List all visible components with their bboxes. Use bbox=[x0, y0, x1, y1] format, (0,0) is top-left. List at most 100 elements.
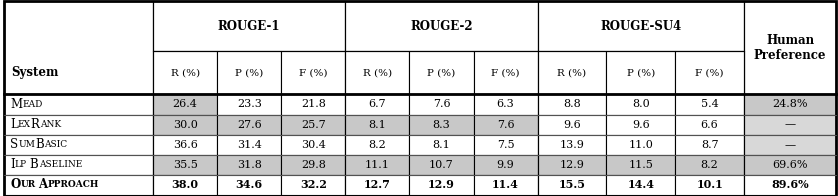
Bar bbox=[410, 51, 473, 94]
Bar bbox=[744, 1, 836, 94]
Text: —: — bbox=[784, 140, 796, 150]
Text: —: — bbox=[784, 120, 796, 130]
Text: 8.2: 8.2 bbox=[369, 140, 386, 150]
Bar bbox=[345, 135, 410, 155]
Text: P (%): P (%) bbox=[627, 68, 655, 77]
Bar bbox=[282, 175, 345, 195]
Text: 89.6%: 89.6% bbox=[771, 180, 809, 191]
Text: EAD: EAD bbox=[22, 100, 43, 109]
Bar bbox=[675, 51, 744, 94]
Bar bbox=[282, 155, 345, 175]
Text: B: B bbox=[30, 158, 39, 171]
Bar bbox=[153, 1, 345, 51]
Bar bbox=[153, 155, 217, 175]
Bar bbox=[473, 114, 538, 135]
Text: UM: UM bbox=[18, 140, 35, 149]
Text: 12.9: 12.9 bbox=[428, 180, 455, 191]
Bar bbox=[473, 51, 538, 94]
Bar bbox=[4, 175, 153, 195]
Bar bbox=[744, 155, 836, 175]
Text: 6.6: 6.6 bbox=[701, 120, 718, 130]
Bar bbox=[217, 51, 282, 94]
Text: 7.5: 7.5 bbox=[497, 140, 515, 150]
Bar bbox=[345, 94, 410, 114]
Text: S: S bbox=[10, 138, 18, 151]
Bar bbox=[744, 135, 836, 155]
Bar bbox=[153, 51, 217, 94]
Bar bbox=[473, 155, 538, 175]
Text: System: System bbox=[11, 66, 59, 79]
Bar bbox=[345, 114, 410, 135]
Text: 10.7: 10.7 bbox=[429, 160, 454, 170]
Text: 27.6: 27.6 bbox=[237, 120, 261, 130]
Bar bbox=[217, 114, 282, 135]
Bar bbox=[345, 155, 410, 175]
Text: P (%): P (%) bbox=[235, 68, 263, 77]
Text: 9.6: 9.6 bbox=[563, 120, 581, 130]
Bar bbox=[538, 155, 607, 175]
Text: L: L bbox=[10, 118, 18, 131]
Text: M: M bbox=[10, 98, 22, 111]
Bar bbox=[4, 135, 153, 155]
Bar bbox=[345, 175, 410, 195]
Bar bbox=[675, 94, 744, 114]
Text: R (%): R (%) bbox=[363, 68, 392, 77]
Text: 8.0: 8.0 bbox=[632, 99, 649, 110]
Bar bbox=[153, 114, 217, 135]
Bar bbox=[282, 51, 345, 94]
Bar bbox=[675, 155, 744, 175]
Text: R (%): R (%) bbox=[557, 68, 587, 77]
Text: 29.8: 29.8 bbox=[301, 160, 326, 170]
Text: 31.8: 31.8 bbox=[237, 160, 261, 170]
Text: 12.7: 12.7 bbox=[364, 180, 391, 191]
Bar bbox=[473, 135, 538, 155]
Bar bbox=[410, 114, 473, 135]
Bar bbox=[538, 94, 607, 114]
Bar bbox=[153, 94, 217, 114]
Text: 6.7: 6.7 bbox=[369, 99, 386, 110]
Text: LP: LP bbox=[15, 160, 27, 169]
Text: 8.2: 8.2 bbox=[701, 160, 718, 170]
Bar bbox=[345, 1, 538, 51]
Bar bbox=[538, 114, 607, 135]
Bar bbox=[538, 1, 744, 51]
Bar bbox=[410, 94, 473, 114]
Bar bbox=[4, 155, 153, 175]
Bar bbox=[217, 94, 282, 114]
Text: 5.4: 5.4 bbox=[701, 99, 718, 110]
Text: 14.4: 14.4 bbox=[628, 180, 654, 191]
Text: 10.1: 10.1 bbox=[696, 180, 723, 191]
Text: O: O bbox=[10, 179, 20, 191]
Text: 35.5: 35.5 bbox=[173, 160, 198, 170]
Text: 21.8: 21.8 bbox=[301, 99, 326, 110]
Text: 7.6: 7.6 bbox=[432, 99, 450, 110]
Text: 36.6: 36.6 bbox=[173, 140, 198, 150]
Text: P (%): P (%) bbox=[427, 68, 456, 77]
Bar bbox=[345, 51, 410, 94]
Text: EX: EX bbox=[18, 120, 31, 129]
Bar bbox=[538, 175, 607, 195]
Text: I: I bbox=[10, 158, 15, 171]
Bar bbox=[217, 175, 282, 195]
Text: 38.0: 38.0 bbox=[172, 180, 199, 191]
Text: 23.3: 23.3 bbox=[237, 99, 261, 110]
Text: 8.3: 8.3 bbox=[432, 120, 450, 130]
Text: 13.9: 13.9 bbox=[560, 140, 584, 150]
Text: 8.8: 8.8 bbox=[563, 99, 581, 110]
Text: ROUGE-SU4: ROUGE-SU4 bbox=[600, 20, 681, 33]
Text: ASELINE: ASELINE bbox=[39, 160, 82, 169]
Bar bbox=[675, 175, 744, 195]
Text: 9.9: 9.9 bbox=[497, 160, 515, 170]
Bar bbox=[538, 135, 607, 155]
Bar bbox=[282, 94, 345, 114]
Bar bbox=[153, 175, 217, 195]
Text: 30.0: 30.0 bbox=[173, 120, 198, 130]
Text: 30.4: 30.4 bbox=[301, 140, 326, 150]
Text: 25.7: 25.7 bbox=[301, 120, 326, 130]
Bar bbox=[4, 114, 153, 135]
Bar bbox=[607, 94, 675, 114]
Text: B: B bbox=[35, 138, 44, 151]
Text: 8.1: 8.1 bbox=[369, 120, 386, 130]
Text: 15.5: 15.5 bbox=[558, 180, 586, 191]
Bar bbox=[410, 155, 473, 175]
